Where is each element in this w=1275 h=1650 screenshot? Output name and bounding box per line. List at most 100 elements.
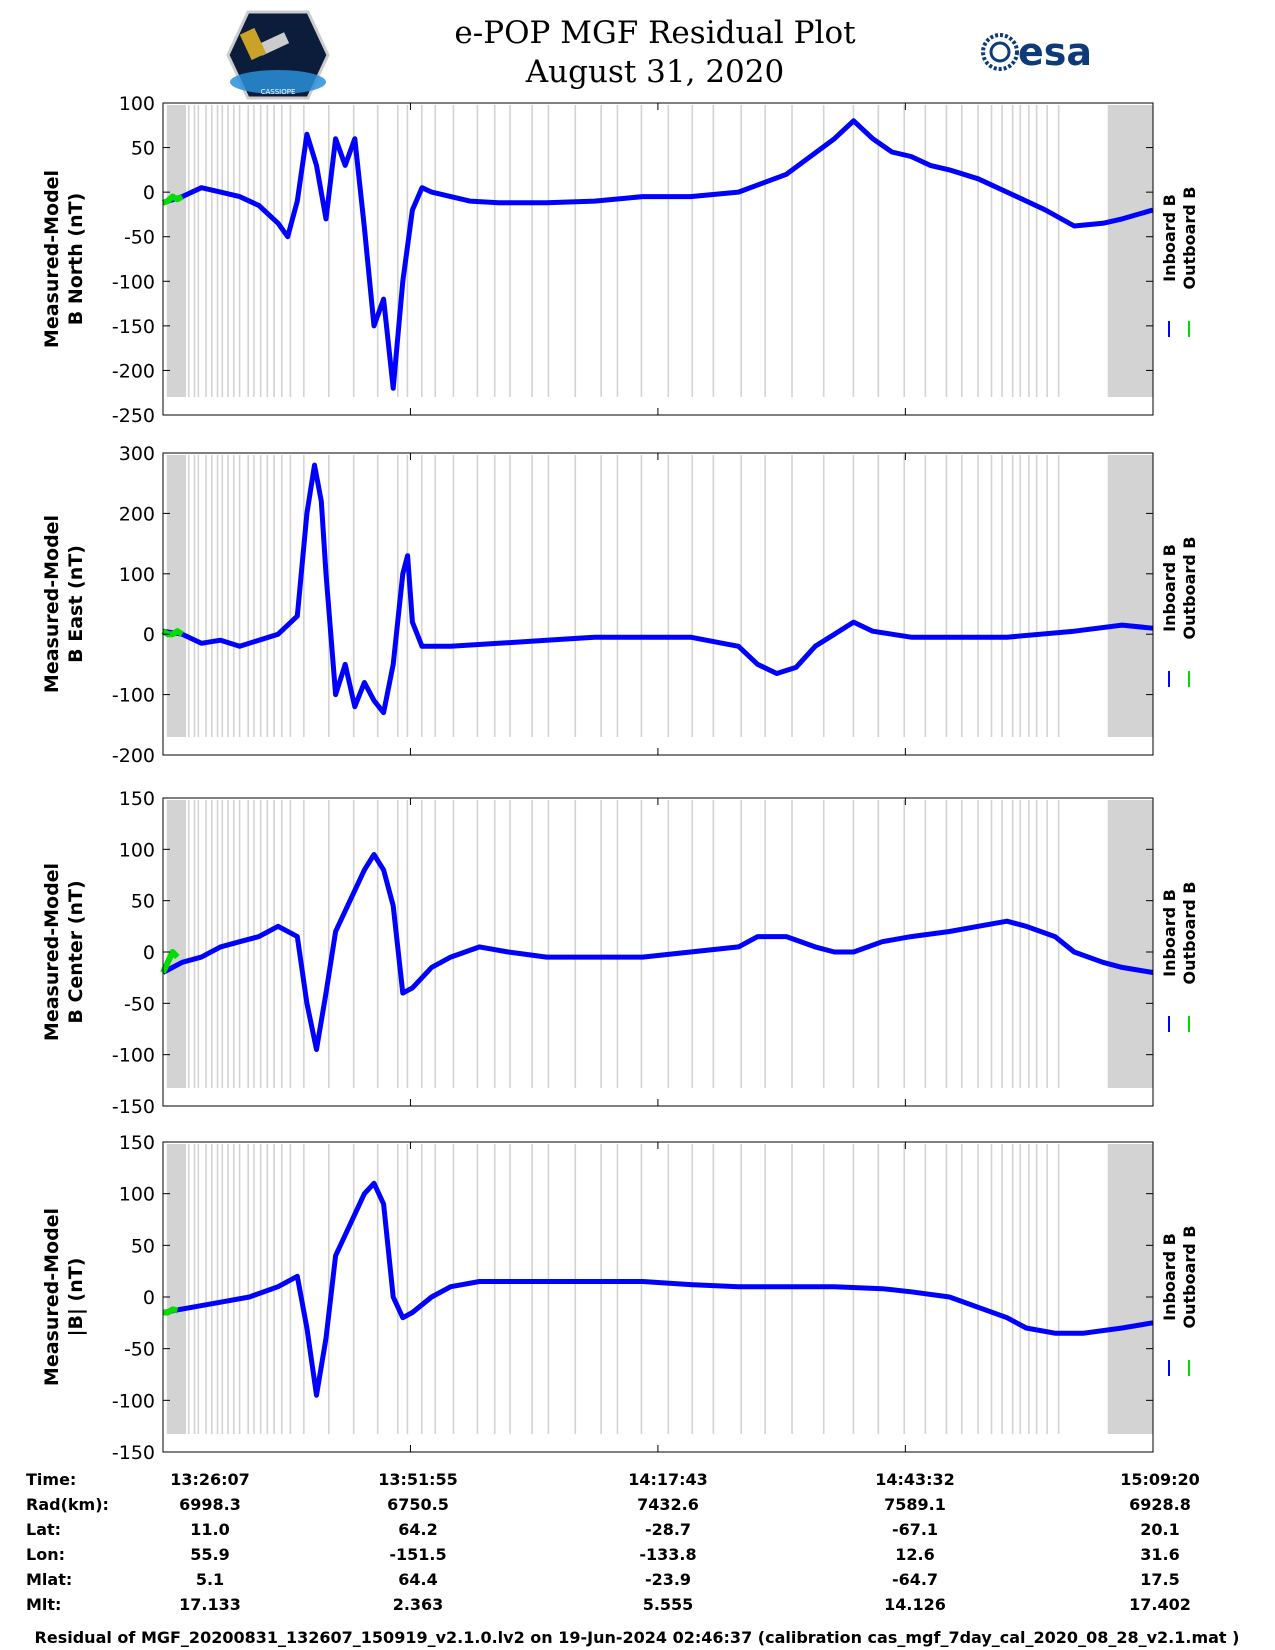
gap-stripe — [280, 455, 283, 737]
gap-stripe — [531, 1144, 533, 1434]
axes-box — [162, 1141, 1154, 1453]
y-tick-label: 150 — [119, 1132, 155, 1154]
gap-stripe — [205, 800, 207, 1088]
gap-stripe — [977, 455, 979, 737]
gap-stripe — [216, 800, 219, 1088]
gap-stripe — [210, 105, 213, 397]
gap-stripe — [531, 105, 533, 397]
ephemeris-cell: 11.0 — [190, 1520, 229, 1539]
gap-stripe — [1035, 1144, 1038, 1434]
ephemeris-cell: 17.5 — [1140, 1570, 1179, 1589]
gap-stripe — [397, 105, 399, 397]
gap-stripe — [421, 455, 423, 737]
gap-stripe — [1035, 105, 1038, 397]
gap-stripe — [216, 105, 219, 397]
y-axis-label-line1: Measured-Model — [41, 170, 63, 348]
gap-stripe — [327, 105, 330, 397]
gap-stripe — [216, 1144, 219, 1434]
gap-stripe — [174, 1144, 177, 1434]
gap-stripe — [253, 105, 255, 397]
gap-stripe — [509, 105, 511, 397]
legend-inboard-label: Inboard B — [1160, 889, 1179, 977]
gap-stripe — [303, 455, 305, 737]
gap-stripe — [197, 105, 200, 397]
gap-stripe — [247, 1144, 250, 1434]
footer-text: Residual of MGF_20200831_132607_150919_v… — [35, 1628, 1240, 1647]
gap-stripe — [289, 105, 292, 397]
ephemeris-cell: 17.402 — [1129, 1595, 1191, 1614]
series-line-outboard — [160, 949, 180, 974]
gap-band — [166, 1144, 187, 1434]
gap-stripe — [193, 1144, 196, 1434]
y-tick-label: -100 — [112, 685, 155, 707]
ephemeris-cell: 5.1 — [196, 1570, 224, 1589]
gap-band — [166, 455, 187, 737]
gap-stripe — [924, 105, 927, 397]
gap-stripe — [600, 455, 602, 737]
legend-outboard-label: Outboard B — [1180, 537, 1199, 640]
gap-stripe — [903, 105, 906, 397]
gap-stripe — [712, 455, 715, 737]
gap-stripe — [1057, 800, 1060, 1088]
gap-band — [166, 105, 187, 397]
y-tick-label: 100 — [119, 93, 155, 115]
gap-stripe — [667, 455, 670, 737]
gap-stripe — [691, 455, 694, 737]
ephemeris-cell: 17.133 — [179, 1595, 241, 1614]
gap-stripe — [476, 1144, 479, 1434]
legend-outboard-label: Outboard B — [1180, 882, 1199, 985]
gap-stripe — [476, 800, 479, 1088]
gap-stripe — [667, 105, 670, 397]
gap-stripe — [289, 455, 292, 737]
gap-stripe — [303, 105, 305, 397]
gap-stripe — [376, 800, 379, 1088]
gap-stripe — [210, 800, 213, 1088]
gap-stripe — [303, 800, 305, 1088]
gap-stripe — [406, 455, 409, 737]
gap-stripe — [493, 105, 496, 397]
gap-stripe — [289, 1144, 292, 1434]
gap-stripe — [434, 1144, 437, 1434]
gap-stripe — [1057, 455, 1060, 737]
gap-stripe — [352, 105, 355, 397]
gap-stripe — [187, 105, 190, 397]
gap-stripe — [712, 1144, 715, 1434]
ephemeris-cell: 14:17:43 — [628, 1470, 708, 1489]
y-axis-label-line2: B Center (nT) — [65, 880, 87, 1023]
y-axis-label-line2: |B| (nT) — [65, 1258, 87, 1337]
gap-stripe — [210, 455, 213, 737]
gap-stripe — [376, 105, 379, 397]
gap-stripe — [740, 105, 742, 397]
ephemeris-cell: 6750.5 — [387, 1495, 449, 1514]
gap-stripe — [259, 455, 262, 737]
gap-stripe — [168, 800, 171, 1088]
gap-stripe — [740, 455, 742, 737]
gap-stripe — [600, 1144, 602, 1434]
gap-stripe — [421, 800, 423, 1088]
ephemeris-row-label: Mlat: — [26, 1570, 72, 1589]
gap-band — [1107, 455, 1153, 737]
gap-stripe — [397, 455, 399, 737]
gap-stripe — [238, 1144, 241, 1434]
gap-stripe — [253, 455, 255, 737]
gap-stripe — [1011, 105, 1014, 397]
gap-stripe — [1046, 800, 1048, 1088]
gap-stripe — [397, 1144, 399, 1434]
ephemeris-cell: 31.6 — [1140, 1545, 1179, 1564]
gap-stripe — [712, 800, 715, 1088]
gap-stripe — [1035, 455, 1038, 737]
gap-stripe — [168, 455, 171, 737]
ephemeris-row-label: Mlt: — [26, 1595, 61, 1614]
gap-stripe — [303, 1144, 305, 1434]
y-axis-label-line1: Measured-Model — [41, 515, 63, 693]
gap-stripe — [691, 800, 694, 1088]
ephemeris-cell: -28.7 — [645, 1520, 691, 1539]
y-tick-label: 50 — [131, 1235, 155, 1257]
esa-logo-text: esa — [1018, 30, 1092, 74]
legend: Inboard B Outboard B — [1160, 1226, 1199, 1376]
gap-stripe — [452, 1144, 455, 1434]
ephemeris-cell: -67.1 — [892, 1520, 938, 1539]
gap-stripe — [205, 105, 207, 397]
gap-stripe — [712, 105, 715, 397]
gap-stripe — [960, 1144, 963, 1434]
